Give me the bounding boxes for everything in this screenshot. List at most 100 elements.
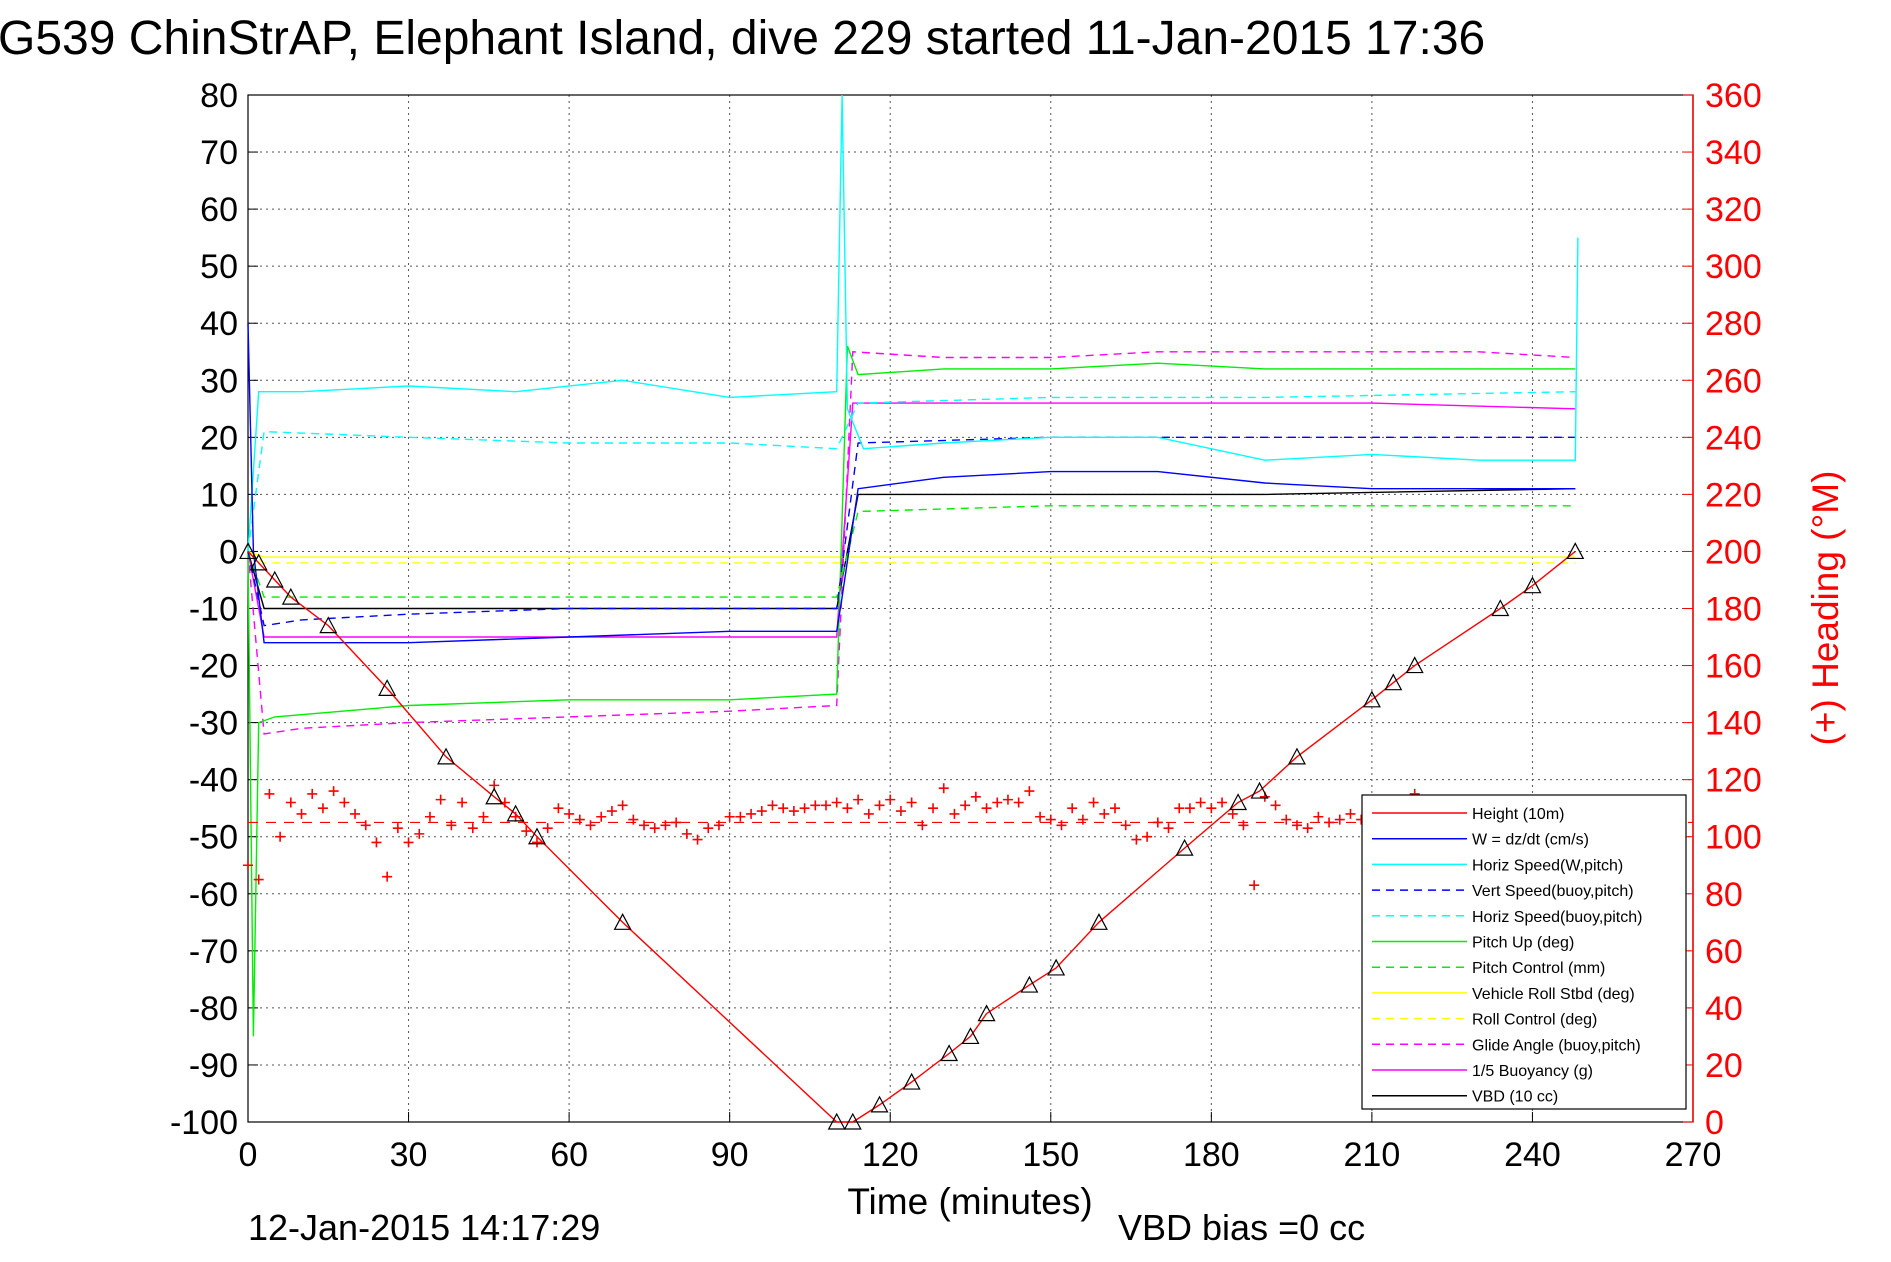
legend-entry: Horiz Speed(W,pitch): [1472, 857, 1623, 874]
heading-point: [639, 820, 650, 831]
heading-point: [938, 783, 949, 794]
heading-point: [596, 811, 607, 822]
timestamp-footer: 12-Jan-2015 14:17:29: [248, 1207, 600, 1248]
heading-point: [317, 803, 328, 814]
heading-point: [1088, 797, 1099, 808]
heading-point: [831, 797, 842, 808]
series-line: [247, 351, 1576, 735]
x-tick-label: 0: [239, 1136, 258, 1174]
y-right-tick-label: 20: [1705, 1047, 1743, 1085]
y-tick-label: 20: [200, 419, 238, 457]
height-marker: [1047, 958, 1066, 976]
heading-point: [1077, 814, 1088, 825]
chart-title: G539 ChinStrAP, Elephant Island, dive 22…: [0, 12, 1485, 65]
heading-point: [735, 811, 746, 822]
heading-point: [628, 814, 639, 825]
height-marker: [281, 587, 300, 605]
height-marker: [961, 1027, 980, 1045]
heading-point: [350, 808, 361, 819]
heading-point: [371, 837, 382, 848]
y-right-tick-label: 100: [1705, 819, 1762, 857]
x-tick-label: 120: [862, 1136, 919, 1174]
heading-point: [692, 834, 703, 845]
y-tick-label: 0: [219, 533, 238, 571]
y-right-tick-label: 340: [1705, 134, 1762, 172]
heading-point: [574, 814, 585, 825]
y-tick-label: 40: [200, 305, 238, 343]
heading-point: [1249, 880, 1260, 891]
heading-point: [253, 874, 264, 885]
height-marker: [977, 1004, 996, 1022]
heading-point: [328, 786, 339, 797]
heading-point: [1131, 834, 1142, 845]
heading-point: [906, 797, 917, 808]
height-marker: [1020, 975, 1039, 993]
y-tick-label: 80: [200, 77, 238, 115]
heading-point: [532, 837, 542, 848]
height-marker: [437, 747, 456, 765]
height-marker: [1229, 793, 1248, 811]
heading-point: [1067, 803, 1078, 814]
heading-point: [821, 800, 831, 811]
heading-point: [1013, 797, 1024, 808]
series-line: [247, 550, 1576, 1123]
y-axis-right-label: (+) Heading (°M): [1805, 471, 1846, 746]
heading-point: [842, 803, 853, 814]
heading-point: [478, 811, 489, 822]
heading-point: [703, 823, 714, 834]
heading-point: [296, 808, 307, 819]
heading-point: [885, 794, 896, 805]
series-line: [247, 323, 1576, 644]
height-marker: [870, 1095, 889, 1113]
series-line: [247, 402, 1576, 638]
x-tick-label: 150: [1022, 1136, 1079, 1174]
height-marker: [265, 570, 284, 588]
heading-point: [756, 806, 767, 817]
height-marker: [1250, 781, 1269, 799]
heading-point: [606, 806, 617, 817]
height-marker: [249, 553, 268, 571]
heading-point: [660, 820, 671, 831]
legend-entry: Horiz Speed(buoy,pitch): [1472, 909, 1642, 926]
x-tick-label: 180: [1183, 1136, 1240, 1174]
y-right-tick-label: 60: [1705, 933, 1743, 971]
heading-point: [457, 797, 468, 808]
height-marker: [1491, 599, 1510, 617]
heading-point: [1056, 820, 1067, 831]
y-right-tick-label: 160: [1705, 648, 1762, 686]
x-axis-label: Time (minutes): [847, 1181, 1092, 1222]
series-layer: [247, 94, 1579, 1123]
heading-point: [1313, 811, 1324, 822]
y-tick-label: 50: [200, 248, 238, 286]
legend-entry: Height (10m): [1472, 806, 1564, 823]
heading-point: [1163, 823, 1174, 834]
series-line: [247, 94, 1579, 552]
heading-point: [424, 811, 435, 822]
y-tick-label: -30: [189, 705, 238, 743]
height-marker: [613, 913, 632, 930]
height-marker: [506, 804, 525, 822]
height-marker: [843, 1112, 862, 1130]
legend-entry: Glide Angle (buoy,pitch): [1472, 1037, 1641, 1054]
y-right-tick-label: 240: [1705, 419, 1762, 457]
heading-point: [414, 828, 425, 839]
heading-point: [788, 806, 799, 817]
heading-point: [510, 811, 521, 822]
heading-point: [1184, 803, 1195, 814]
heading-point: [799, 803, 810, 814]
heading-point: [243, 860, 253, 871]
y-tick-label: -100: [170, 1104, 238, 1142]
y-right-tick-label: 40: [1705, 990, 1743, 1028]
heading-point: [778, 803, 789, 814]
heading-point: [992, 797, 1003, 808]
x-tick-label: 210: [1344, 1136, 1401, 1174]
heading-point: [960, 800, 971, 811]
y-right-tick-label: 80: [1705, 876, 1743, 914]
height-marker: [1566, 542, 1585, 560]
y-tick-label: -20: [189, 648, 238, 686]
heading-point: [681, 828, 692, 839]
vbd-bias-footer: VBD bias =0 cc: [1118, 1207, 1365, 1248]
heading-point: [1120, 820, 1131, 831]
legend: Height (10m) W = dz/dt (cm/s) Horiz Speed(…: [1361, 794, 1687, 1110]
y-right-tick-label: 180: [1705, 591, 1762, 629]
